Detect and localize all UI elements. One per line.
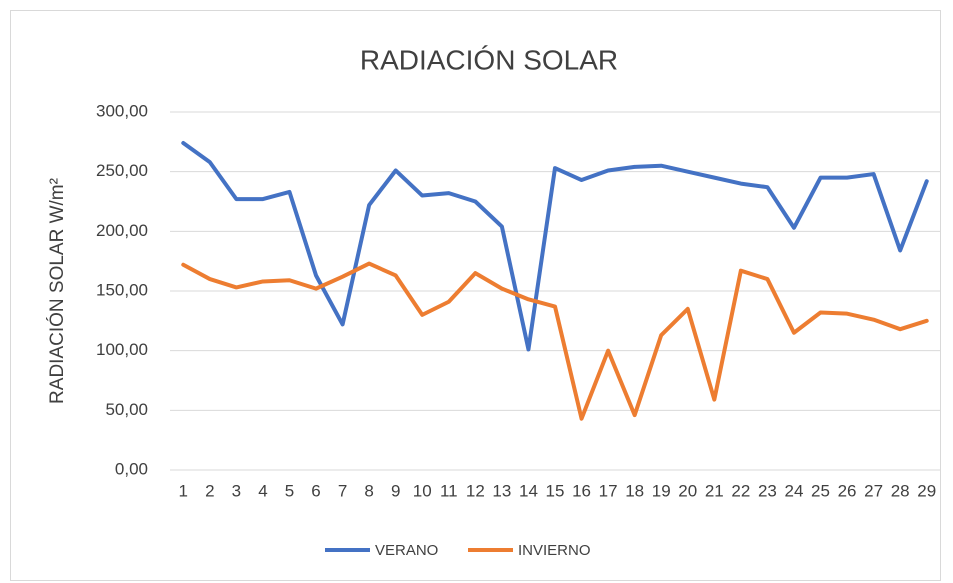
x-tick-label: 12: [466, 481, 485, 500]
y-tick-label: 50,00: [105, 400, 148, 419]
x-tick-label: 8: [364, 481, 373, 500]
x-tick-label: 16: [572, 481, 591, 500]
y-tick-label: 250,00: [96, 161, 148, 180]
y-tick-label: 150,00: [96, 280, 148, 299]
x-tick-label: 24: [785, 481, 804, 500]
y-tick-label: 300,00: [96, 101, 148, 120]
chart-title: RADIACIÓN SOLAR: [360, 44, 618, 75]
x-tick-label: 4: [258, 481, 267, 500]
x-tick-label: 26: [838, 481, 857, 500]
y-tick-label: 0,00: [115, 459, 148, 478]
x-tick-label: 7: [338, 481, 347, 500]
x-tick-label: 2: [205, 481, 214, 500]
line-series: [181, 261, 929, 421]
x-tick-label: 27: [864, 481, 883, 500]
chart-frame: [10, 10, 941, 581]
x-tick-label: 25: [811, 481, 830, 500]
x-tick-label: 22: [731, 481, 750, 500]
x-tick-label: 20: [678, 481, 697, 500]
x-tick-label: 17: [599, 481, 618, 500]
x-tick-label: 5: [285, 481, 294, 500]
legend-label: VERANO: [375, 542, 438, 559]
x-tick-label: 29: [917, 481, 936, 500]
x-tick-label: 19: [652, 481, 671, 500]
x-tick-label: 11: [440, 481, 458, 500]
x-tick-label: 15: [546, 481, 565, 500]
x-tick-label: 9: [391, 481, 400, 500]
y-tick-label: 200,00: [96, 221, 148, 240]
x-tick-label: 21: [705, 481, 724, 500]
x-tick-label: 3: [232, 481, 241, 500]
line-series: [181, 141, 929, 352]
y-axis-label: RADIACIÓN SOLAR W/m²: [46, 178, 68, 404]
x-tick-label: 1: [179, 481, 188, 500]
x-tick-label: 28: [891, 481, 910, 500]
x-tick-label: 6: [311, 481, 320, 500]
x-tick-label: 10: [413, 481, 432, 500]
x-tick-label: 14: [519, 481, 538, 500]
x-tick-label: 23: [758, 481, 777, 500]
x-tick-label: 18: [625, 481, 644, 500]
y-tick-label: 100,00: [96, 340, 148, 359]
x-tick-label: 13: [492, 481, 511, 500]
legend-label: INVIERNO: [518, 542, 591, 559]
